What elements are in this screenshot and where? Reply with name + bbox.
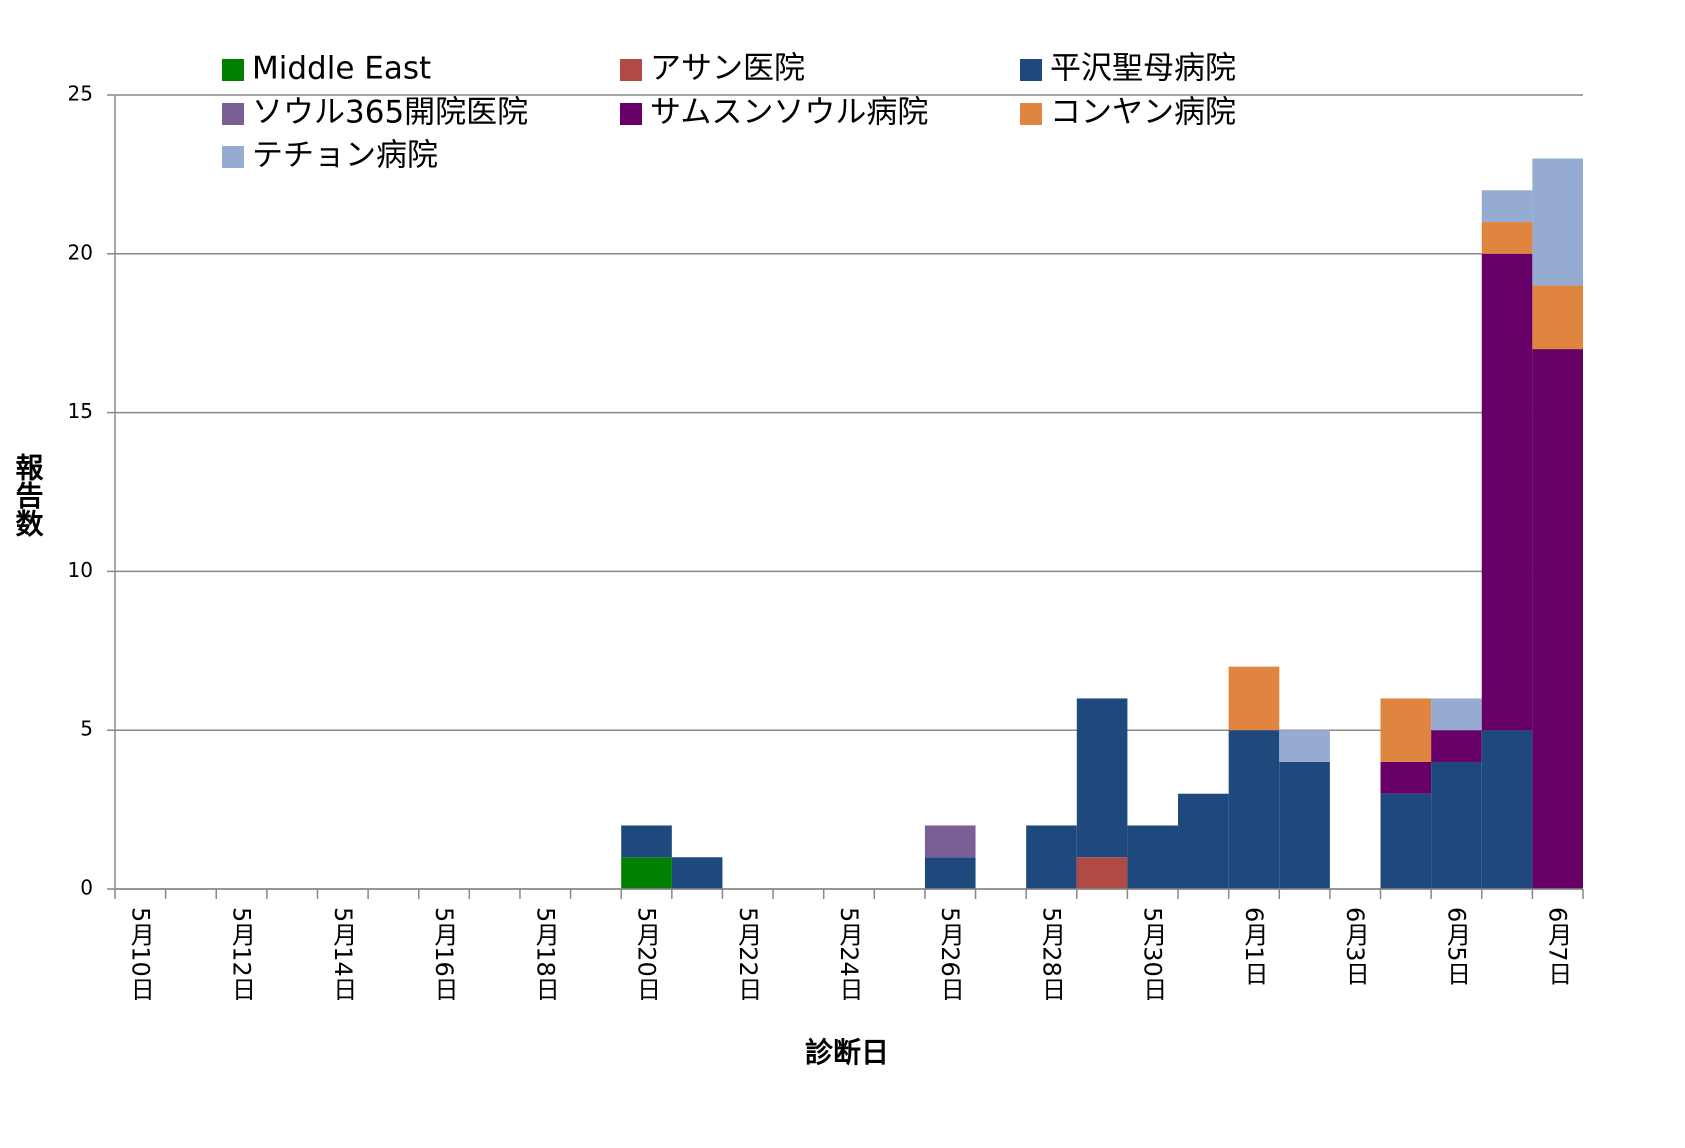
y-tick-label: 25 [68,82,93,106]
bar-segment [1178,793,1229,889]
bar-segment [1431,698,1482,731]
bar-segment [1481,222,1533,254]
bar-segment [1380,761,1432,794]
legend-swatch [222,103,244,125]
y-axis-label: 報告数 [12,453,45,538]
x-tick-label: 5月12日 [228,907,256,1001]
bar-segment [1127,825,1179,889]
x-tick-label: 5月18日 [531,907,559,1001]
bar-segment [1481,190,1533,223]
bar-segment [1076,698,1128,858]
y-tick-label: 15 [68,399,93,423]
legend-label: テチョン病院 [252,138,438,174]
bar-segment [1380,698,1432,762]
y-tick-label: 5 [80,717,93,741]
legend-swatch [1020,59,1042,81]
bar-segment [671,857,723,889]
bar-segment [1532,158,1583,286]
legend-label: アサン医院 [650,51,805,87]
legend-label: Middle East [252,51,431,87]
bar-segment [621,857,672,889]
bar-segment [1076,857,1128,889]
bar-segment [1228,666,1280,731]
legend-label: サムスンソウル病院 [650,95,928,131]
x-tick-label: 6月1日 [1240,907,1268,986]
bar-segment [1431,730,1482,762]
bar-segment [1279,730,1330,762]
legend-label: コンヤン病院 [1050,95,1236,131]
bar-segment [1532,285,1583,350]
legend-label: ソウル365開院医院 [252,95,528,131]
bar-segment [1431,761,1482,889]
y-tick-label: 10 [68,558,93,582]
x-tick-label: 6月7日 [1544,907,1572,986]
x-tick-label: 5月30日 [1139,907,1167,1001]
bar-segment [1026,825,1077,889]
legend-swatch [222,59,244,81]
legend-label: 平沢聖母病院 [1050,51,1236,87]
x-axis-label: 診断日 [805,1036,889,1069]
bar-segment [1228,730,1280,889]
x-tick-label: 6月5日 [1442,907,1470,986]
bar-segment [621,825,672,858]
x-tick-label: 5月16日 [430,907,458,1001]
bar-segment [924,857,976,889]
bar-segment [1481,730,1533,889]
legend-swatch [1020,103,1042,125]
bar-segment [1279,761,1330,889]
y-tick-label: 20 [68,240,93,264]
bar-segment [1481,253,1533,731]
x-tick-label: 5月20日 [633,907,661,1001]
legend-swatch [620,59,642,81]
x-tick-label: 5月22日 [734,907,762,1001]
x-tick-label: 5月14日 [329,907,357,1001]
x-tick-label: 6月3日 [1341,907,1369,986]
legend-swatch [222,146,244,168]
x-tick-label: 5月10日 [126,907,154,1001]
y-tick-label: 0 [80,876,93,900]
bar-segment [1532,349,1583,890]
x-tick-label: 5月28日 [1037,907,1065,1001]
x-tick-label: 5月26日 [936,907,964,1001]
bar-segment [924,825,976,858]
x-tick-label: 5月24日 [835,907,863,1001]
legend-swatch [620,103,642,125]
bar-segment [1380,793,1432,889]
